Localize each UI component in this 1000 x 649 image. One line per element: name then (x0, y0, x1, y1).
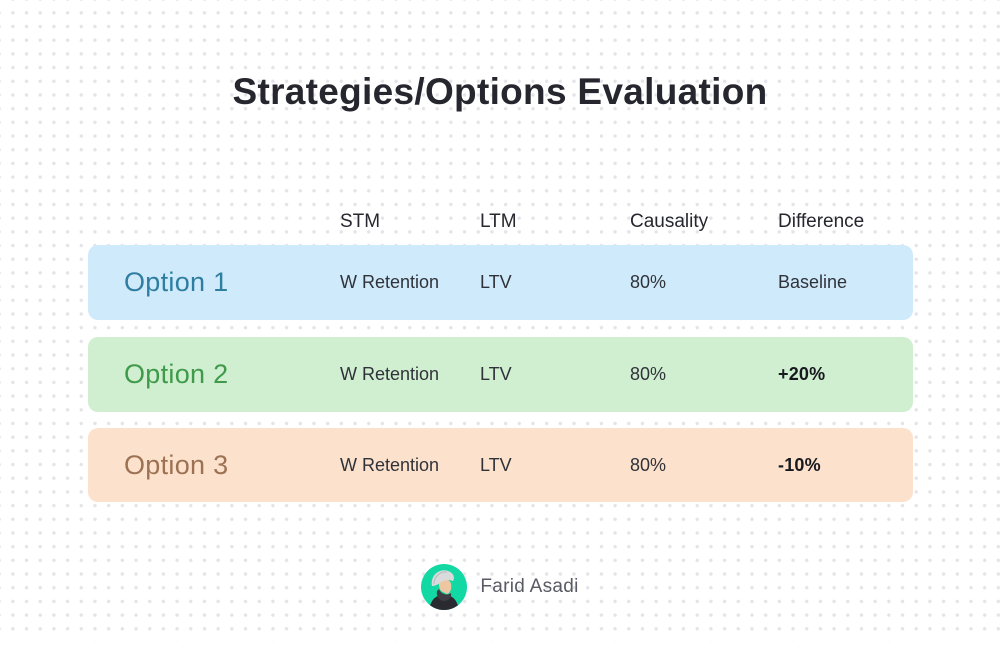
page-title: Strategies/Options Evaluation (232, 71, 768, 112)
author-name: Farid Asadi (480, 576, 579, 597)
option-2-ltm: LTV (480, 364, 512, 384)
header-ltm: LTM (480, 211, 517, 232)
header-causality: Causality (630, 211, 709, 232)
option-3-ltm: LTV (480, 454, 512, 475)
bottom-margin-strip (0, 641, 1000, 649)
option-3-causality: 80% (630, 454, 667, 475)
option-2-stm: W Retention (340, 364, 440, 384)
table-row-option-3: Option 3 W Retention LTV 80% -10% (88, 428, 913, 502)
table-row-option-2: Option 2 W Retention LTV 80% +20% (88, 337, 913, 412)
option-3-label: Option 3 (124, 449, 229, 480)
option-1-causality: 80% (630, 272, 667, 292)
option-3-difference: -10% (778, 454, 821, 475)
author-footer: Farid Asadi (0, 564, 1000, 610)
option-1-label: Option 1 (124, 267, 229, 297)
author-avatar-icon (421, 564, 468, 610)
option-1-ltm: LTV (480, 272, 512, 292)
option-1-stm: W Retention (340, 272, 440, 292)
option-1-difference: Baseline (778, 272, 848, 292)
option-2-causality: 80% (630, 364, 667, 384)
header-stm: STM (340, 211, 381, 232)
option-2-difference: +20% (778, 364, 826, 384)
option-2-label: Option 2 (124, 359, 229, 389)
option-3-stm: W Retention (340, 454, 440, 475)
table-row-option-1: Option 1 W Retention LTV 80% Baseline (88, 245, 913, 320)
table-header: STM LTM Causality Difference (88, 206, 913, 238)
header-difference: Difference (778, 211, 865, 232)
